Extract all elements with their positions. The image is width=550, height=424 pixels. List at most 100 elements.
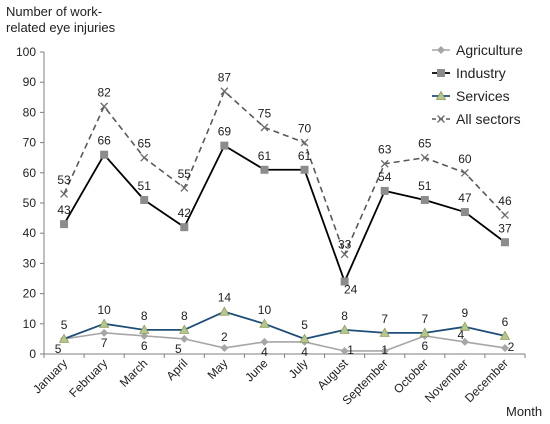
data-point-agriculture [220,343,229,352]
data-point-all-sectors [60,189,69,198]
axes [40,51,526,358]
data-point-services [419,327,430,337]
y-tick-label: 0 [29,347,36,361]
y-tick-label: 30 [23,256,37,270]
data-label-services: 10 [97,303,111,317]
data-point-services [379,327,390,337]
x-tick-label: August [314,356,351,393]
y-tick-label: 40 [23,226,37,240]
legend-marker-all-sectors [437,115,445,123]
data-point-agriculture [140,331,149,340]
data-label-industry: 43 [57,203,71,217]
data-point-industry [380,186,389,195]
legend-label-all-sectors: All sectors [456,111,521,127]
series-line-agriculture [63,332,506,352]
data-point-services [98,318,110,328]
data-point-services [139,324,150,334]
data-label-all-sectors: 75 [258,107,272,121]
data-point-agriculture [460,337,469,346]
data-label-all-sectors: 82 [97,85,111,99]
data-label-agriculture: 2 [221,330,228,344]
data-label-services: 6 [502,315,509,329]
legend-marker-industry [437,69,445,77]
data-label-services: 14 [218,291,232,305]
data-point-industry [260,165,269,174]
data-label-services: 8 [181,309,188,323]
legend-label-services: Services [456,88,510,104]
data-label-industry: 47 [458,191,472,205]
data-point-services [179,324,190,334]
data-point-services [219,306,230,316]
data-point-agriculture [340,346,349,355]
data-point-all-sectors [500,211,509,220]
data-point-agriculture [500,343,509,352]
data-label-services: 9 [462,306,469,320]
x-tick-label: December [462,356,511,405]
data-point-industry [60,220,69,229]
data-label-agriculture: 1 [347,343,354,357]
y-tick-label: 10 [23,317,37,331]
data-point-all-sectors [220,87,229,96]
x-axis-title: Month [506,404,543,419]
x-tick-label: January [30,356,70,396]
data-label-industry: 51 [138,179,152,193]
data-label-all-sectors: 65 [418,137,432,151]
data-point-industry [220,141,229,150]
data-label-services: 7 [421,312,428,326]
y-tick-label: 100 [16,45,36,59]
data-label-all-sectors: 55 [178,167,192,181]
data-label-services: 8 [141,309,148,323]
data-label-all-sectors: 87 [218,70,232,84]
series-line-services [63,310,506,340]
data-point-all-sectors [100,102,109,111]
data-point-all-sectors [140,153,149,162]
data-label-industry: 61 [298,149,312,163]
data-point-services [499,330,511,340]
data-label-agriculture: 6 [141,339,148,353]
data-label-agriculture: 1 [381,343,388,357]
data-point-agriculture [380,346,389,355]
data-label-services: 5 [301,318,308,332]
data-point-services [339,324,350,334]
data-point-services [259,318,270,328]
data-label-agriculture: 7 [101,336,108,350]
data-label-all-sectors: 70 [298,122,312,136]
data-point-industry [340,277,349,286]
legend-marker-services [435,90,447,100]
data-label-industry: 51 [418,179,432,193]
data-label-agriculture: 4 [301,345,308,359]
data-point-services [459,321,471,331]
x-tick-label: May [205,356,231,382]
data-label-industry: 61 [258,149,272,163]
legend-item-services: Services [432,88,510,104]
data-point-agriculture [180,334,189,343]
data-point-all-sectors [300,138,309,147]
y-tick-label: 80 [23,105,37,119]
data-point-all-sectors [260,123,269,132]
data-point-agriculture [260,337,269,346]
data-point-services [299,333,310,343]
data-label-all-sectors: 46 [498,194,512,208]
data-point-all-sectors [380,159,389,168]
data-label-services: 5 [61,318,68,332]
data-point-industry [460,208,469,217]
data-point-industry [140,195,149,204]
data-point-industry [500,238,509,247]
y-axis-title: Number of work- related eye injuries [6,4,116,35]
legend-item-all-sectors: All sectors [432,111,521,127]
legend-label-industry: Industry [456,65,506,81]
data-label-agriculture: 4 [261,345,268,359]
series-lines [58,87,511,355]
data-point-all-sectors [460,168,469,177]
data-label-all-sectors: 53 [57,173,71,187]
data-label-all-sectors: 33 [338,237,352,251]
data-label-industry: 37 [498,221,512,235]
y-tick-label: 20 [23,287,37,301]
data-label-all-sectors: 63 [378,143,392,157]
y-tick-label: 90 [23,75,37,89]
data-point-all-sectors [180,183,189,192]
y-tick-label: 50 [23,196,37,210]
data-label-industry: 42 [178,206,192,220]
